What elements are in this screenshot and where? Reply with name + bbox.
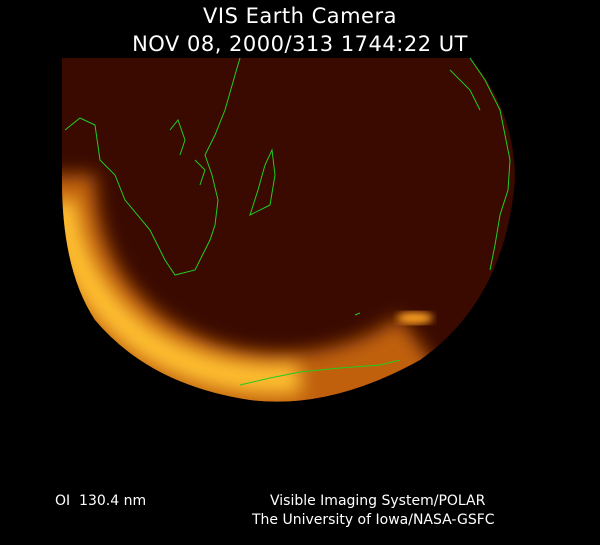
image-timestamp: NOV 08, 2000/313 1744:22 UT: [132, 32, 468, 56]
coastlines: [64, 57, 511, 386]
aurora-core: [62, 198, 302, 395]
image-title: VIS Earth Camera: [203, 4, 397, 28]
wavelength-label: OI 130.4 nm: [55, 493, 147, 509]
credit-line-2: The University of Iowa/NASA-GSFC: [252, 512, 495, 528]
credit-line-1: Visible Imaging System/POLAR: [270, 493, 486, 509]
aurora-spot: [397, 312, 433, 324]
